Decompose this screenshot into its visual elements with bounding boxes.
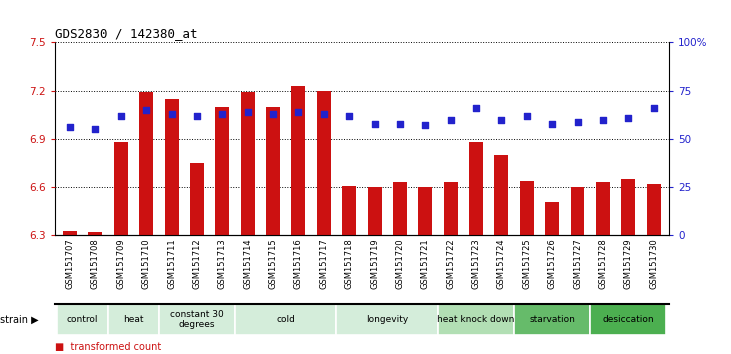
Bar [164, 99, 178, 235]
Bar [216, 107, 230, 235]
Point [622, 115, 634, 121]
Text: ■  transformed count: ■ transformed count [55, 342, 161, 352]
Bar [647, 184, 661, 235]
Point [648, 105, 659, 111]
Point [64, 125, 76, 130]
Bar [545, 202, 559, 235]
Point [140, 107, 152, 113]
Bar [494, 155, 508, 235]
Bar [292, 86, 306, 235]
Bar [235, 304, 336, 335]
Bar [418, 187, 432, 235]
Bar [438, 304, 514, 335]
Bar [342, 185, 356, 235]
Point [394, 121, 406, 126]
Bar [469, 142, 483, 235]
Bar [444, 182, 458, 235]
Bar [190, 163, 204, 235]
Point [242, 109, 254, 115]
Bar [621, 179, 635, 235]
Bar [108, 304, 159, 335]
Bar [114, 142, 128, 235]
Bar [139, 92, 154, 235]
Point [216, 111, 228, 117]
Text: constant 30
degrees: constant 30 degrees [170, 310, 224, 329]
Point [344, 113, 355, 119]
Bar [266, 107, 280, 235]
Bar [317, 91, 330, 235]
Bar [393, 182, 407, 235]
Point [90, 126, 102, 132]
Bar [159, 304, 235, 335]
Bar [570, 187, 585, 235]
Point [470, 105, 482, 111]
Point [521, 113, 533, 119]
Text: control: control [67, 315, 99, 324]
Bar [57, 304, 108, 335]
Point [115, 113, 126, 119]
Point [318, 111, 330, 117]
Text: starvation: starvation [529, 315, 575, 324]
Bar [520, 181, 534, 235]
Point [292, 109, 304, 115]
Text: desiccation: desiccation [602, 315, 654, 324]
Point [420, 122, 431, 128]
Point [496, 117, 507, 122]
Bar [336, 304, 438, 335]
Point [597, 117, 609, 122]
Bar [596, 182, 610, 235]
Text: cold: cold [276, 315, 295, 324]
Point [572, 119, 583, 124]
Text: heat: heat [124, 315, 144, 324]
Point [191, 113, 202, 119]
Point [546, 121, 558, 126]
Bar [368, 187, 382, 235]
Bar [63, 230, 77, 235]
Bar [514, 304, 590, 335]
Bar [590, 304, 667, 335]
Point [166, 111, 178, 117]
Point [268, 111, 279, 117]
Text: longevity: longevity [366, 315, 409, 324]
Point [368, 121, 380, 126]
Text: strain ▶: strain ▶ [0, 314, 39, 325]
Text: heat knock down: heat knock down [437, 315, 515, 324]
Text: GDS2830 / 142380_at: GDS2830 / 142380_at [55, 27, 197, 40]
Bar [88, 232, 102, 235]
Point [444, 117, 456, 122]
Bar [240, 92, 254, 235]
